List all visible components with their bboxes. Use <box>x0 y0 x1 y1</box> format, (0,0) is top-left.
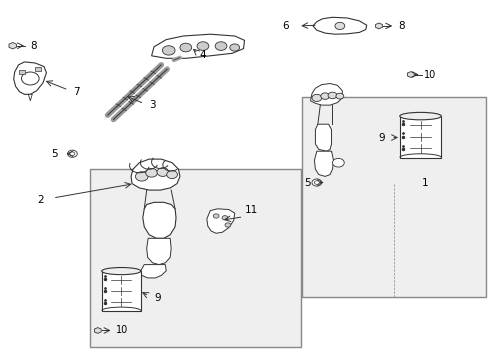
Text: 8: 8 <box>30 41 37 51</box>
Text: 9: 9 <box>378 132 385 143</box>
Bar <box>102 271 141 311</box>
Text: 3: 3 <box>149 100 156 111</box>
Polygon shape <box>315 124 331 151</box>
Circle shape <box>135 172 148 181</box>
Polygon shape <box>314 151 333 176</box>
Polygon shape <box>14 62 46 94</box>
Circle shape <box>311 94 321 102</box>
Bar <box>19 70 25 74</box>
Text: 5: 5 <box>303 177 310 188</box>
Circle shape <box>213 214 219 218</box>
Circle shape <box>229 44 239 51</box>
Polygon shape <box>131 159 180 190</box>
Text: 8: 8 <box>398 21 405 31</box>
Bar <box>90 169 300 347</box>
Ellipse shape <box>399 112 441 120</box>
Text: 11: 11 <box>244 205 257 215</box>
Circle shape <box>314 181 319 184</box>
Text: 7: 7 <box>73 87 80 97</box>
Text: 10: 10 <box>116 325 128 336</box>
Polygon shape <box>94 328 101 333</box>
Circle shape <box>166 171 177 179</box>
Circle shape <box>145 168 157 177</box>
Circle shape <box>224 223 230 227</box>
Polygon shape <box>375 23 382 29</box>
Text: 5: 5 <box>51 149 58 159</box>
Polygon shape <box>312 17 366 34</box>
Circle shape <box>332 158 344 167</box>
Text: 2: 2 <box>37 195 44 205</box>
Text: 9: 9 <box>154 293 161 303</box>
Polygon shape <box>142 202 176 238</box>
Polygon shape <box>141 265 166 278</box>
Polygon shape <box>146 238 171 265</box>
Text: 6: 6 <box>281 21 288 31</box>
Text: 10: 10 <box>424 69 436 80</box>
Bar <box>302 97 485 297</box>
Polygon shape <box>310 84 342 105</box>
Circle shape <box>335 93 343 99</box>
Circle shape <box>311 179 321 186</box>
Bar <box>35 67 41 71</box>
Circle shape <box>327 92 336 99</box>
Polygon shape <box>28 94 32 101</box>
Circle shape <box>334 22 344 30</box>
Circle shape <box>70 152 75 156</box>
Circle shape <box>180 43 191 52</box>
Circle shape <box>67 150 77 157</box>
Text: 1: 1 <box>421 177 428 188</box>
Circle shape <box>197 42 208 50</box>
Circle shape <box>162 46 175 55</box>
Polygon shape <box>9 42 17 49</box>
Bar <box>399 116 440 158</box>
Polygon shape <box>151 34 244 58</box>
Circle shape <box>21 72 39 85</box>
Circle shape <box>215 42 226 50</box>
Text: 4: 4 <box>199 50 206 60</box>
Circle shape <box>157 168 168 176</box>
Polygon shape <box>407 72 413 77</box>
Polygon shape <box>206 209 234 233</box>
Ellipse shape <box>102 267 141 275</box>
Circle shape <box>320 93 329 99</box>
Circle shape <box>222 216 227 220</box>
